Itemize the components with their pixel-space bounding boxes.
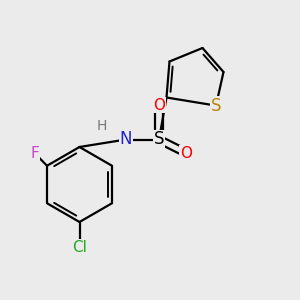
- Text: S: S: [154, 130, 164, 148]
- Text: H: H: [97, 119, 107, 133]
- Text: O: O: [153, 98, 165, 112]
- Text: Cl: Cl: [72, 240, 87, 255]
- Text: F: F: [30, 146, 39, 160]
- Text: S: S: [211, 97, 221, 115]
- Text: N: N: [120, 130, 132, 148]
- Text: O: O: [180, 146, 192, 160]
